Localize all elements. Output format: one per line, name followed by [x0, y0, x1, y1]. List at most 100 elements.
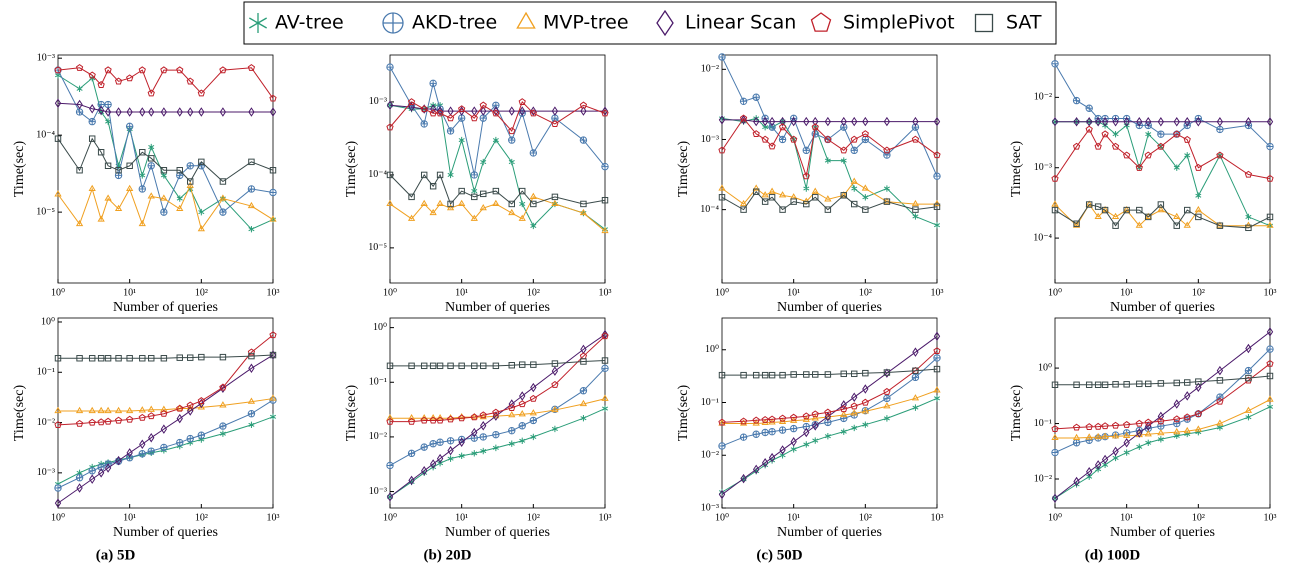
marker	[480, 447, 487, 455]
marker	[407, 214, 416, 221]
marker-cross	[851, 147, 858, 154]
marker	[1123, 206, 1130, 214]
marker	[148, 155, 155, 162]
marker	[824, 408, 832, 416]
marker	[1085, 104, 1093, 112]
marker-cross	[248, 410, 255, 417]
series-line	[1054, 363, 1271, 430]
marker	[779, 445, 786, 455]
marker	[147, 192, 155, 199]
marker	[1216, 365, 1224, 376]
marker	[508, 426, 516, 435]
marker	[1101, 381, 1109, 388]
marker	[176, 438, 184, 447]
marker	[386, 100, 394, 111]
y-tick-label: 10⁻³	[701, 502, 719, 513]
marker	[75, 419, 84, 427]
marker	[248, 226, 255, 233]
marker	[160, 172, 167, 179]
marker	[97, 149, 105, 156]
marker	[761, 135, 769, 143]
marker	[436, 171, 444, 179]
marker	[803, 441, 810, 448]
marker	[1173, 379, 1180, 387]
marker	[1145, 439, 1152, 446]
plot-frame	[721, 317, 938, 509]
x-axis-label: Number of queries	[445, 300, 550, 315]
marker	[1245, 224, 1252, 232]
marker	[1111, 142, 1120, 150]
marker	[1123, 381, 1130, 388]
x-tick-label: 10⁰	[383, 512, 397, 523]
series-line	[721, 190, 938, 211]
marker	[1112, 117, 1119, 127]
marker	[529, 409, 537, 416]
y-tick-label: 10⁰	[705, 344, 719, 355]
marker-cross	[508, 427, 515, 434]
marker	[1073, 118, 1080, 125]
marker	[933, 116, 941, 127]
marker	[1101, 422, 1109, 430]
marker	[1094, 117, 1102, 127]
marker	[186, 77, 194, 85]
marker	[430, 102, 437, 109]
marker	[458, 187, 465, 195]
marker	[479, 412, 487, 420]
series-line	[721, 117, 938, 226]
legend-box	[243, 1, 1057, 45]
marker	[386, 417, 394, 425]
marker	[851, 200, 858, 208]
marker-cross	[76, 474, 83, 481]
marker-cross	[508, 136, 515, 144]
x-tick-label: 10³	[267, 512, 280, 523]
marker	[247, 348, 256, 356]
marker	[1173, 164, 1180, 171]
marker	[1173, 117, 1180, 127]
marker	[1195, 213, 1202, 221]
marker	[862, 206, 869, 213]
marker-cross	[779, 136, 786, 143]
series-line	[57, 399, 274, 489]
marker	[1051, 448, 1059, 457]
marker	[508, 440, 515, 447]
marker-cross	[126, 454, 133, 461]
marker	[840, 370, 847, 378]
marker	[1144, 430, 1152, 437]
marker	[247, 201, 256, 209]
marker	[862, 384, 869, 394]
marker	[219, 422, 227, 430]
legend-label: AKD-tree	[412, 12, 497, 34]
marker	[436, 106, 444, 116]
marker	[752, 416, 760, 424]
marker	[421, 466, 428, 476]
marker	[824, 206, 832, 213]
y-tick-label: 10⁻¹	[37, 367, 55, 378]
caption: (c) 50D	[756, 547, 802, 563]
marker-cross	[883, 395, 891, 402]
marker-cross	[761, 429, 769, 436]
marker-cross	[269, 189, 277, 196]
marker	[1123, 117, 1130, 127]
marker-cross	[386, 63, 394, 71]
marker-cross	[740, 433, 747, 441]
series-line	[57, 184, 274, 231]
marker	[126, 107, 133, 117]
marker	[718, 146, 726, 154]
series-line	[1054, 203, 1270, 227]
marker	[530, 222, 537, 230]
marker-cross	[76, 108, 83, 116]
marker	[508, 208, 516, 216]
marker-cross	[429, 440, 437, 447]
marker	[1266, 395, 1274, 402]
marker	[862, 421, 869, 428]
marker	[88, 135, 96, 142]
marker	[54, 421, 62, 428]
marker-cross	[386, 462, 394, 469]
marker	[479, 433, 487, 441]
marker	[601, 357, 609, 364]
marker	[446, 437, 455, 445]
marker	[718, 371, 726, 379]
marker	[802, 146, 810, 155]
marker	[1216, 151, 1224, 159]
